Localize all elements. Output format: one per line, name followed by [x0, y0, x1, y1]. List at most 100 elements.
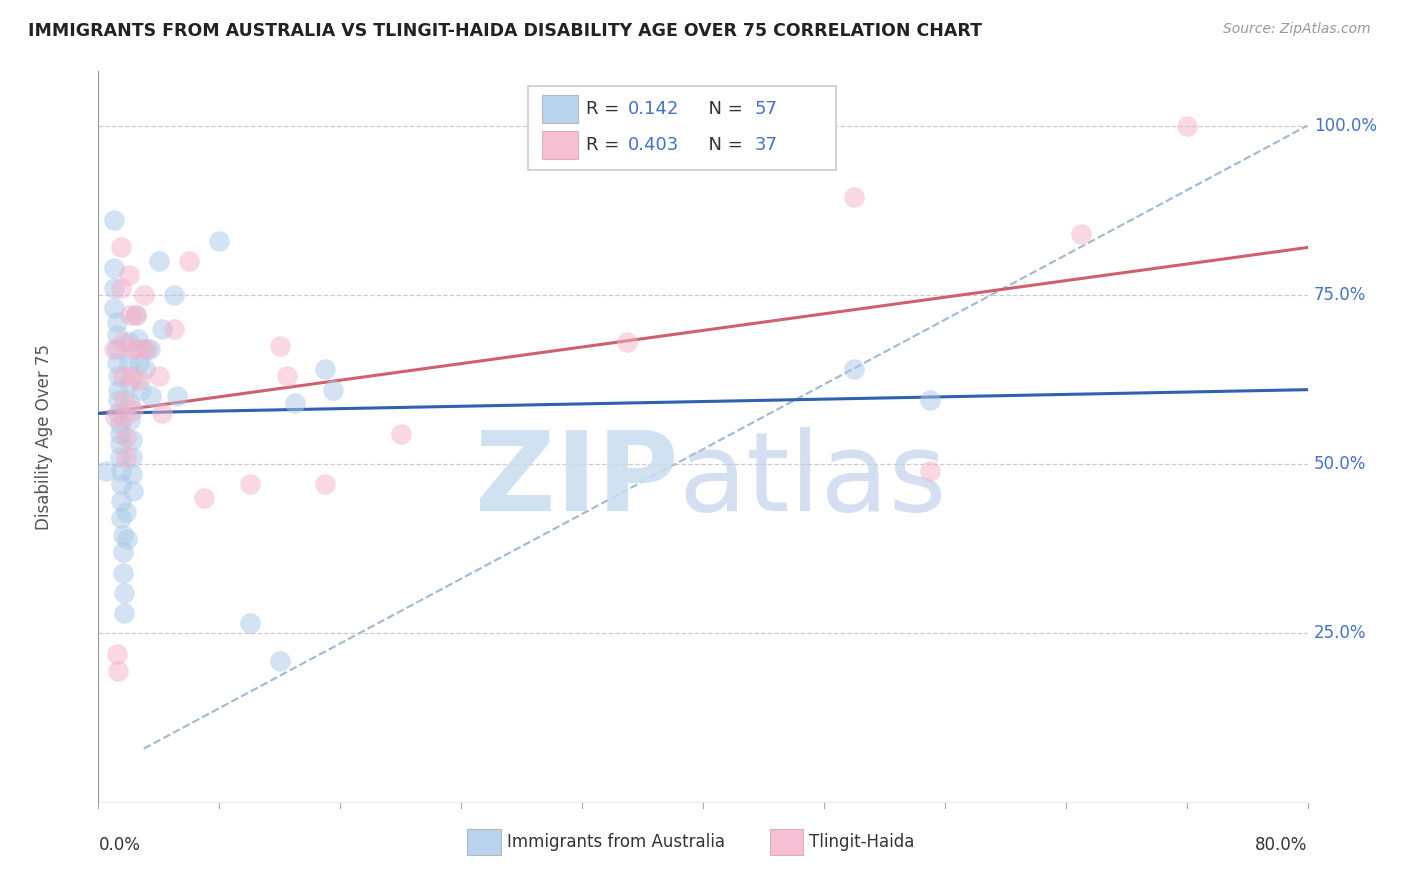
Point: [239, 477, 262, 491]
Point: [107, 383, 129, 397]
FancyBboxPatch shape: [527, 86, 837, 170]
Point: [108, 426, 131, 441]
Point: [103, 260, 125, 275]
Point: [135, 342, 157, 356]
Point: [110, 281, 132, 295]
Point: [108, 450, 131, 465]
Text: Immigrants from Australia: Immigrants from Australia: [508, 833, 725, 851]
Point: [1175, 119, 1198, 133]
Point: [208, 234, 231, 248]
Point: [118, 355, 141, 369]
Point: [132, 342, 155, 356]
Point: [284, 396, 307, 410]
Point: [269, 654, 291, 668]
Point: [114, 430, 136, 444]
Point: [127, 332, 149, 346]
Point: [269, 338, 291, 352]
Text: 50.0%: 50.0%: [1313, 455, 1367, 473]
Bar: [769, 830, 803, 855]
Text: 0.0%: 0.0%: [98, 836, 141, 854]
Point: [179, 254, 201, 268]
Point: [103, 301, 125, 316]
Point: [166, 389, 188, 403]
Point: [111, 566, 134, 580]
Point: [125, 308, 148, 322]
Point: [107, 369, 129, 384]
Point: [103, 213, 125, 227]
Text: 57: 57: [755, 100, 778, 118]
Point: [134, 362, 156, 376]
Point: [128, 372, 150, 386]
Point: [122, 403, 145, 417]
Text: R =: R =: [586, 136, 624, 154]
Point: [120, 396, 142, 410]
Point: [163, 288, 186, 302]
Point: [107, 664, 129, 678]
Text: atlas: atlas: [679, 427, 948, 534]
Point: [107, 392, 129, 407]
Point: [107, 406, 129, 420]
Point: [121, 342, 143, 356]
Point: [120, 413, 142, 427]
Point: [125, 308, 148, 322]
Point: [129, 383, 152, 397]
Point: [111, 369, 134, 384]
Point: [121, 369, 143, 384]
Point: [322, 383, 344, 397]
Point: [105, 342, 128, 356]
Point: [163, 322, 186, 336]
Point: [108, 437, 131, 451]
Text: 0.142: 0.142: [628, 100, 679, 118]
Text: ZIP: ZIP: [475, 427, 679, 534]
Point: [112, 392, 135, 407]
Point: [111, 335, 134, 350]
Point: [103, 342, 125, 356]
Point: [114, 505, 136, 519]
Point: [114, 450, 136, 465]
Point: [94, 464, 117, 478]
Point: [314, 477, 336, 491]
Point: [918, 392, 941, 407]
Point: [148, 369, 170, 384]
Point: [239, 616, 262, 631]
Point: [112, 586, 135, 600]
Point: [389, 426, 412, 441]
Point: [118, 268, 141, 282]
Point: [193, 491, 215, 505]
Text: 80.0%: 80.0%: [1256, 836, 1308, 854]
Text: N =: N =: [697, 136, 748, 154]
Point: [918, 464, 941, 478]
Point: [105, 647, 128, 661]
Text: Source: ZipAtlas.com: Source: ZipAtlas.com: [1223, 22, 1371, 37]
Point: [121, 467, 143, 482]
Text: 75.0%: 75.0%: [1313, 285, 1367, 304]
Text: 100.0%: 100.0%: [1313, 117, 1376, 135]
Point: [276, 369, 298, 384]
Text: R =: R =: [586, 100, 624, 118]
Point: [139, 342, 162, 356]
Point: [105, 355, 128, 369]
Point: [616, 335, 638, 350]
Point: [104, 409, 127, 424]
Point: [121, 450, 143, 465]
Point: [110, 511, 132, 525]
Point: [110, 464, 132, 478]
Point: [111, 528, 134, 542]
Point: [844, 362, 866, 376]
Point: [112, 606, 135, 620]
Point: [844, 189, 866, 203]
Point: [111, 545, 134, 559]
Point: [121, 434, 143, 448]
Text: 25.0%: 25.0%: [1313, 624, 1367, 642]
Point: [115, 532, 138, 546]
Point: [122, 484, 145, 499]
Point: [105, 328, 128, 343]
Point: [118, 335, 141, 350]
Point: [150, 322, 173, 336]
Point: [127, 342, 149, 356]
Text: IMMIGRANTS FROM AUSTRALIA VS TLINGIT-HAIDA DISABILITY AGE OVER 75 CORRELATION CH: IMMIGRANTS FROM AUSTRALIA VS TLINGIT-HAI…: [28, 22, 983, 40]
Bar: [543, 95, 578, 122]
Point: [132, 288, 155, 302]
Point: [103, 281, 125, 295]
Point: [110, 477, 132, 491]
